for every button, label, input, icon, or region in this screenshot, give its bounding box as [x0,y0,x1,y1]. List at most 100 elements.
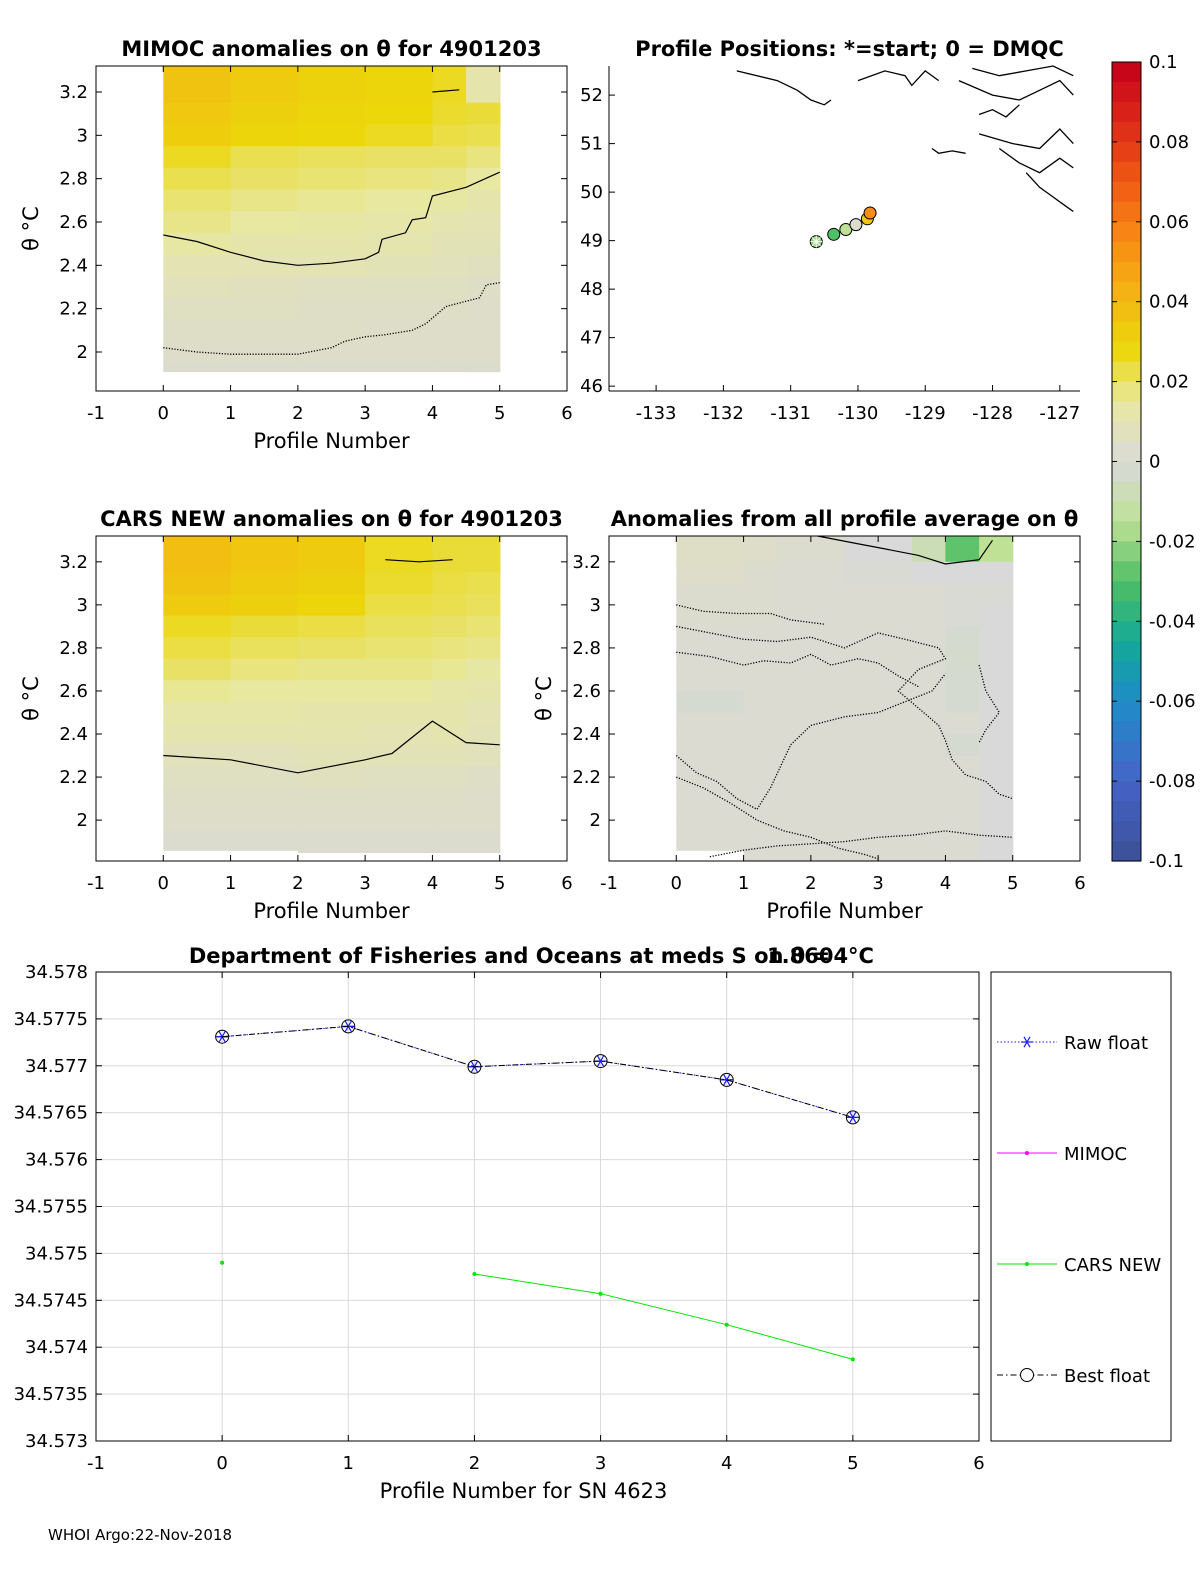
series-point-cars-new [598,1291,603,1296]
allavg-heatmap-cell [979,561,1014,584]
mimoc-heatmap-cell [466,254,501,277]
mimoc-contour-0 [432,89,460,93]
allavg-heatmap-cell [945,777,980,800]
cars-heatmap-cell [230,744,299,767]
coastline-segment-4 [978,128,1074,150]
legend-marker [1025,1262,1029,1266]
positions-xtick-label: -127 [1039,403,1080,424]
series-line-best-float [222,1025,854,1118]
cars-ytick-label: 3.2 [59,552,88,573]
colorbar-band [1112,461,1141,483]
cars-heatmap-cell [230,809,299,832]
allavg-heatmap-cell [777,669,846,692]
cars-heatmap-cell [365,594,433,617]
cars-heatmap-cell [466,809,501,832]
legend-marker [1023,1036,1031,1048]
coastline-segment-3 [972,65,1074,77]
mimoc-title: MIMOC anomalies on θ for 4901203 [121,37,541,61]
colorbar-band [1112,681,1141,702]
allavg-heatmap-cell [979,755,1014,778]
legend-marker [1020,1368,1034,1382]
positions-ytick-label: 47 [580,328,603,349]
salinity-xtick-label: 5 [847,1453,858,1474]
positions-ytick-label: 50 [580,182,603,203]
allavg-xtick-label: -1 [600,873,618,894]
allavg-heatmap-cell [844,583,913,606]
mimoc-heatmap-cell [230,102,299,126]
mimoc-heatmap-cell [163,189,232,212]
allavg-heatmap-cell [844,626,913,649]
cars-heatmap-cell [163,723,232,746]
allavg-heatmap-cell [945,691,980,714]
cars-heatmap-cell [297,594,366,617]
allavg-heatmap-cell [676,583,745,606]
cars-ytick-label: 3 [77,595,88,616]
mimoc-heatmap-cell [365,146,433,169]
cars-contour-1 [163,720,500,774]
cars-heatmap-cell [230,637,299,660]
cars-heatmap-cell [297,723,366,746]
mimoc-heatmap-cell [163,211,232,234]
allavg-contour-7 [978,664,1001,743]
allavg-heatmap-cell [743,798,778,821]
allavg-heatmap-cell [777,604,846,627]
colorbar-band [1112,141,1141,163]
allavg-heatmap-cell [676,604,745,627]
allavg-heatmap-cell [979,798,1014,821]
cars-xtick-label: -1 [87,873,105,894]
allavg-heatmap-cell [911,536,946,563]
mimoc-xtick-label: 2 [292,403,303,424]
allavg-contour-5 [676,776,879,860]
allavg-heatmap-cell [911,583,946,606]
mimoc-heatmap-cell [365,232,433,256]
cars-heatmap-cell [297,766,366,789]
mimoc-heatmap-cell [297,66,366,104]
mimoc-heatmap-cell [365,254,433,277]
mimoc-heatmap-cell [230,341,299,364]
positions-xtick-label: -131 [770,403,811,424]
allavg-heatmap-cell [844,755,913,778]
colorbar-band [1112,161,1141,183]
allavg-heatmap-cell [676,841,745,851]
salinity-xtick-label: 6 [973,1453,984,1474]
mimoc-ytick-label: 2.8 [59,169,88,190]
colorbar-tick-label: 0.06 [1149,212,1189,233]
cars-heatmap-cell [466,594,501,617]
colorbar-band [1112,601,1141,622]
colorbar-band [1112,281,1141,303]
allavg-ytick-label: 2.2 [572,767,601,788]
cars-ytick-label: 2.2 [59,767,88,788]
mimoc-heatmap-cell [365,167,433,191]
cars-heatmap-cell [230,787,299,810]
colorbar-band [1112,62,1141,83]
mimoc-heatmap-cell [297,341,366,364]
allavg-heatmap-cell [911,820,946,843]
positions-xtick-label: -129 [905,403,946,424]
salinity-ytick-label: 34.5745 [14,1290,88,1311]
colorbar-tick-label: -0.1 [1149,851,1184,872]
cars-heatmap-cell [466,723,501,746]
allavg-heatmap-cell [844,712,913,735]
salinity-ytick-label: 34.576 [25,1150,88,1171]
mimoc-heatmap-cell [297,319,366,342]
allavg-heatmap-cell [945,583,980,606]
mimoc-heatmap-cell [230,124,299,147]
allavg-xlabel: Profile Number [766,899,923,923]
cars-heatmap-cell [163,594,232,617]
mimoc-contour-2 [163,282,500,355]
allavg-heatmap-cell [911,798,946,821]
colorbar-band [1112,381,1141,403]
series-point-cars-new [472,1272,477,1277]
cars-heatmap-cell [230,615,299,638]
allavg-heatmap-cell [777,647,846,670]
mimoc-heatmap-cell [466,319,501,342]
mimoc-heatmap-cell [297,146,366,169]
mimoc-heatmap-cell [466,146,501,169]
allavg-xtick-label: 4 [940,873,951,894]
colorbar-band [1112,102,1141,123]
mimoc-heatmap-cell [230,146,299,169]
allavg-heatmap-cell [676,647,745,670]
cars-xtick-label: 3 [359,873,370,894]
mimoc-ytick-label: 3.2 [59,82,88,103]
allavg-heatmap-cell [945,536,980,563]
